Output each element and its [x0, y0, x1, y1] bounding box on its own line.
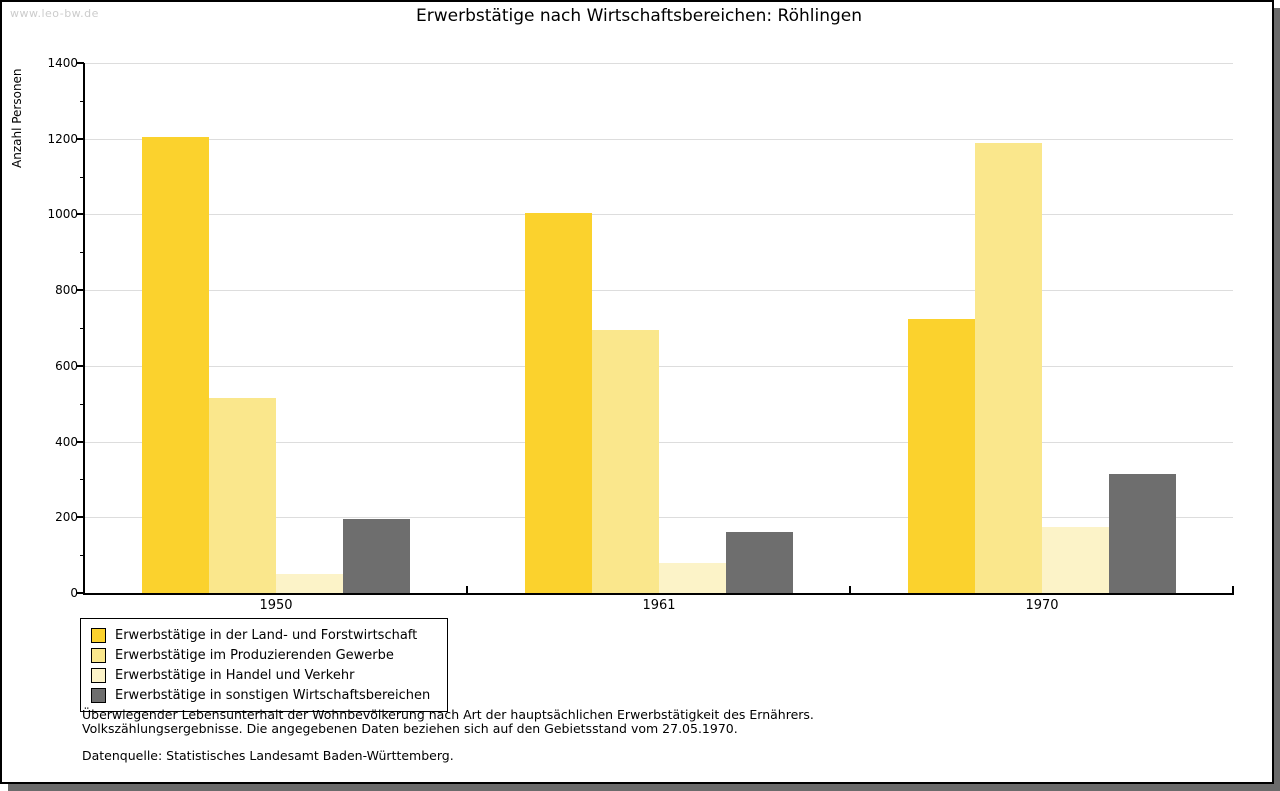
legend-swatch-icon: [91, 627, 106, 643]
y-minor-tick: [80, 101, 84, 102]
legend-row-4: Erwerbstätige in sonstigen Wirtschaftsbe…: [91, 685, 447, 705]
y-minor-tick: [80, 252, 84, 253]
legend-label: Erwerbstätige im Produzierenden Gewerbe: [115, 647, 394, 663]
gridline: [85, 290, 1233, 291]
bar-1961-series-4: [726, 532, 793, 593]
gridline: [85, 366, 1233, 367]
y-major-tick: [77, 62, 84, 64]
gridline: [85, 214, 1233, 215]
y-major-tick: [77, 441, 84, 443]
y-minor-tick: [80, 404, 84, 405]
y-tick-label: 600: [55, 359, 78, 373]
y-major-tick: [77, 138, 84, 140]
frame-shadow-bottom: [8, 784, 1280, 791]
bar-1961-series-1: [525, 213, 592, 593]
legend-row-2: Erwerbstätige im Produzierenden Gewerbe: [91, 645, 447, 665]
bar-1950-series-1: [142, 137, 209, 593]
x-axis-label: 1970: [1025, 598, 1059, 613]
y-major-tick: [77, 592, 84, 594]
y-tick-label: 1400: [47, 56, 78, 70]
legend-items: Erwerbstätige in der Land- und Forstwirt…: [91, 625, 447, 705]
y-major-tick: [77, 213, 84, 215]
gridline: [85, 442, 1233, 443]
data-source-note: Datenquelle: Statistisches Landesamt Bad…: [82, 748, 454, 763]
bar-1950-series-3: [276, 574, 343, 593]
y-minor-tick: [80, 328, 84, 329]
chart-title: Erwerbstätige nach Wirtschaftsbereichen:…: [416, 6, 862, 26]
legend: Erwerbstätige in der Land- und Forstwirt…: [80, 618, 448, 712]
y-tick-label: 0: [70, 586, 78, 600]
y-tick-label: 1000: [47, 207, 78, 221]
gridline: [85, 63, 1233, 64]
bar-1970-series-2: [975, 143, 1042, 594]
y-tick-label: 400: [55, 435, 78, 449]
legend-swatch-icon: [91, 687, 106, 703]
legend-row-3: Erwerbstätige in Handel und Verkehr: [91, 665, 447, 685]
x-axis-label: 1961: [642, 598, 676, 613]
y-axis-line: [83, 63, 85, 595]
bar-1950-series-4: [343, 519, 410, 593]
bar-1970-series-1: [908, 319, 975, 593]
legend-swatch-icon: [91, 647, 106, 663]
x-boundary-tick: [466, 586, 468, 593]
watermark: www.leo-bw.de: [10, 7, 99, 20]
legend-label: Erwerbstätige in Handel und Verkehr: [115, 667, 355, 683]
legend-row-1: Erwerbstätige in der Land- und Forstwirt…: [91, 625, 447, 645]
bar-1970-series-4: [1109, 474, 1176, 593]
gridline: [85, 517, 1233, 518]
legend-label: Erwerbstätige in der Land- und Forstwirt…: [115, 627, 418, 643]
y-minor-tick: [80, 555, 84, 556]
y-tick-label: 1200: [47, 132, 78, 146]
bar-1961-series-3: [659, 563, 726, 593]
y-tick-label: 200: [55, 510, 78, 524]
y-major-tick: [77, 365, 84, 367]
x-boundary-tick: [1232, 586, 1234, 593]
x-boundary-tick: [849, 586, 851, 593]
gridline: [85, 139, 1233, 140]
bar-1970-series-3: [1042, 527, 1109, 593]
x-axis-label: 1950: [259, 598, 293, 613]
y-major-tick: [77, 516, 84, 518]
legend-label: Erwerbstätige in sonstigen Wirtschaftsbe…: [115, 687, 431, 703]
legend-swatch-icon: [91, 667, 106, 683]
footnote-line-1: Überwiegender Lebensunterhalt der Wohnbe…: [82, 707, 814, 722]
y-minor-tick: [80, 177, 84, 178]
y-minor-tick: [80, 479, 84, 480]
bar-1950-series-2: [209, 398, 276, 593]
footnote-line-2: Volkszählungsergebnisse. Die angegebenen…: [82, 721, 738, 736]
bar-1961-series-2: [592, 330, 659, 593]
frame-shadow-right: [1274, 8, 1280, 791]
y-major-tick: [77, 289, 84, 291]
x-axis-line: [83, 593, 1234, 595]
y-tick-label: 800: [55, 283, 78, 297]
